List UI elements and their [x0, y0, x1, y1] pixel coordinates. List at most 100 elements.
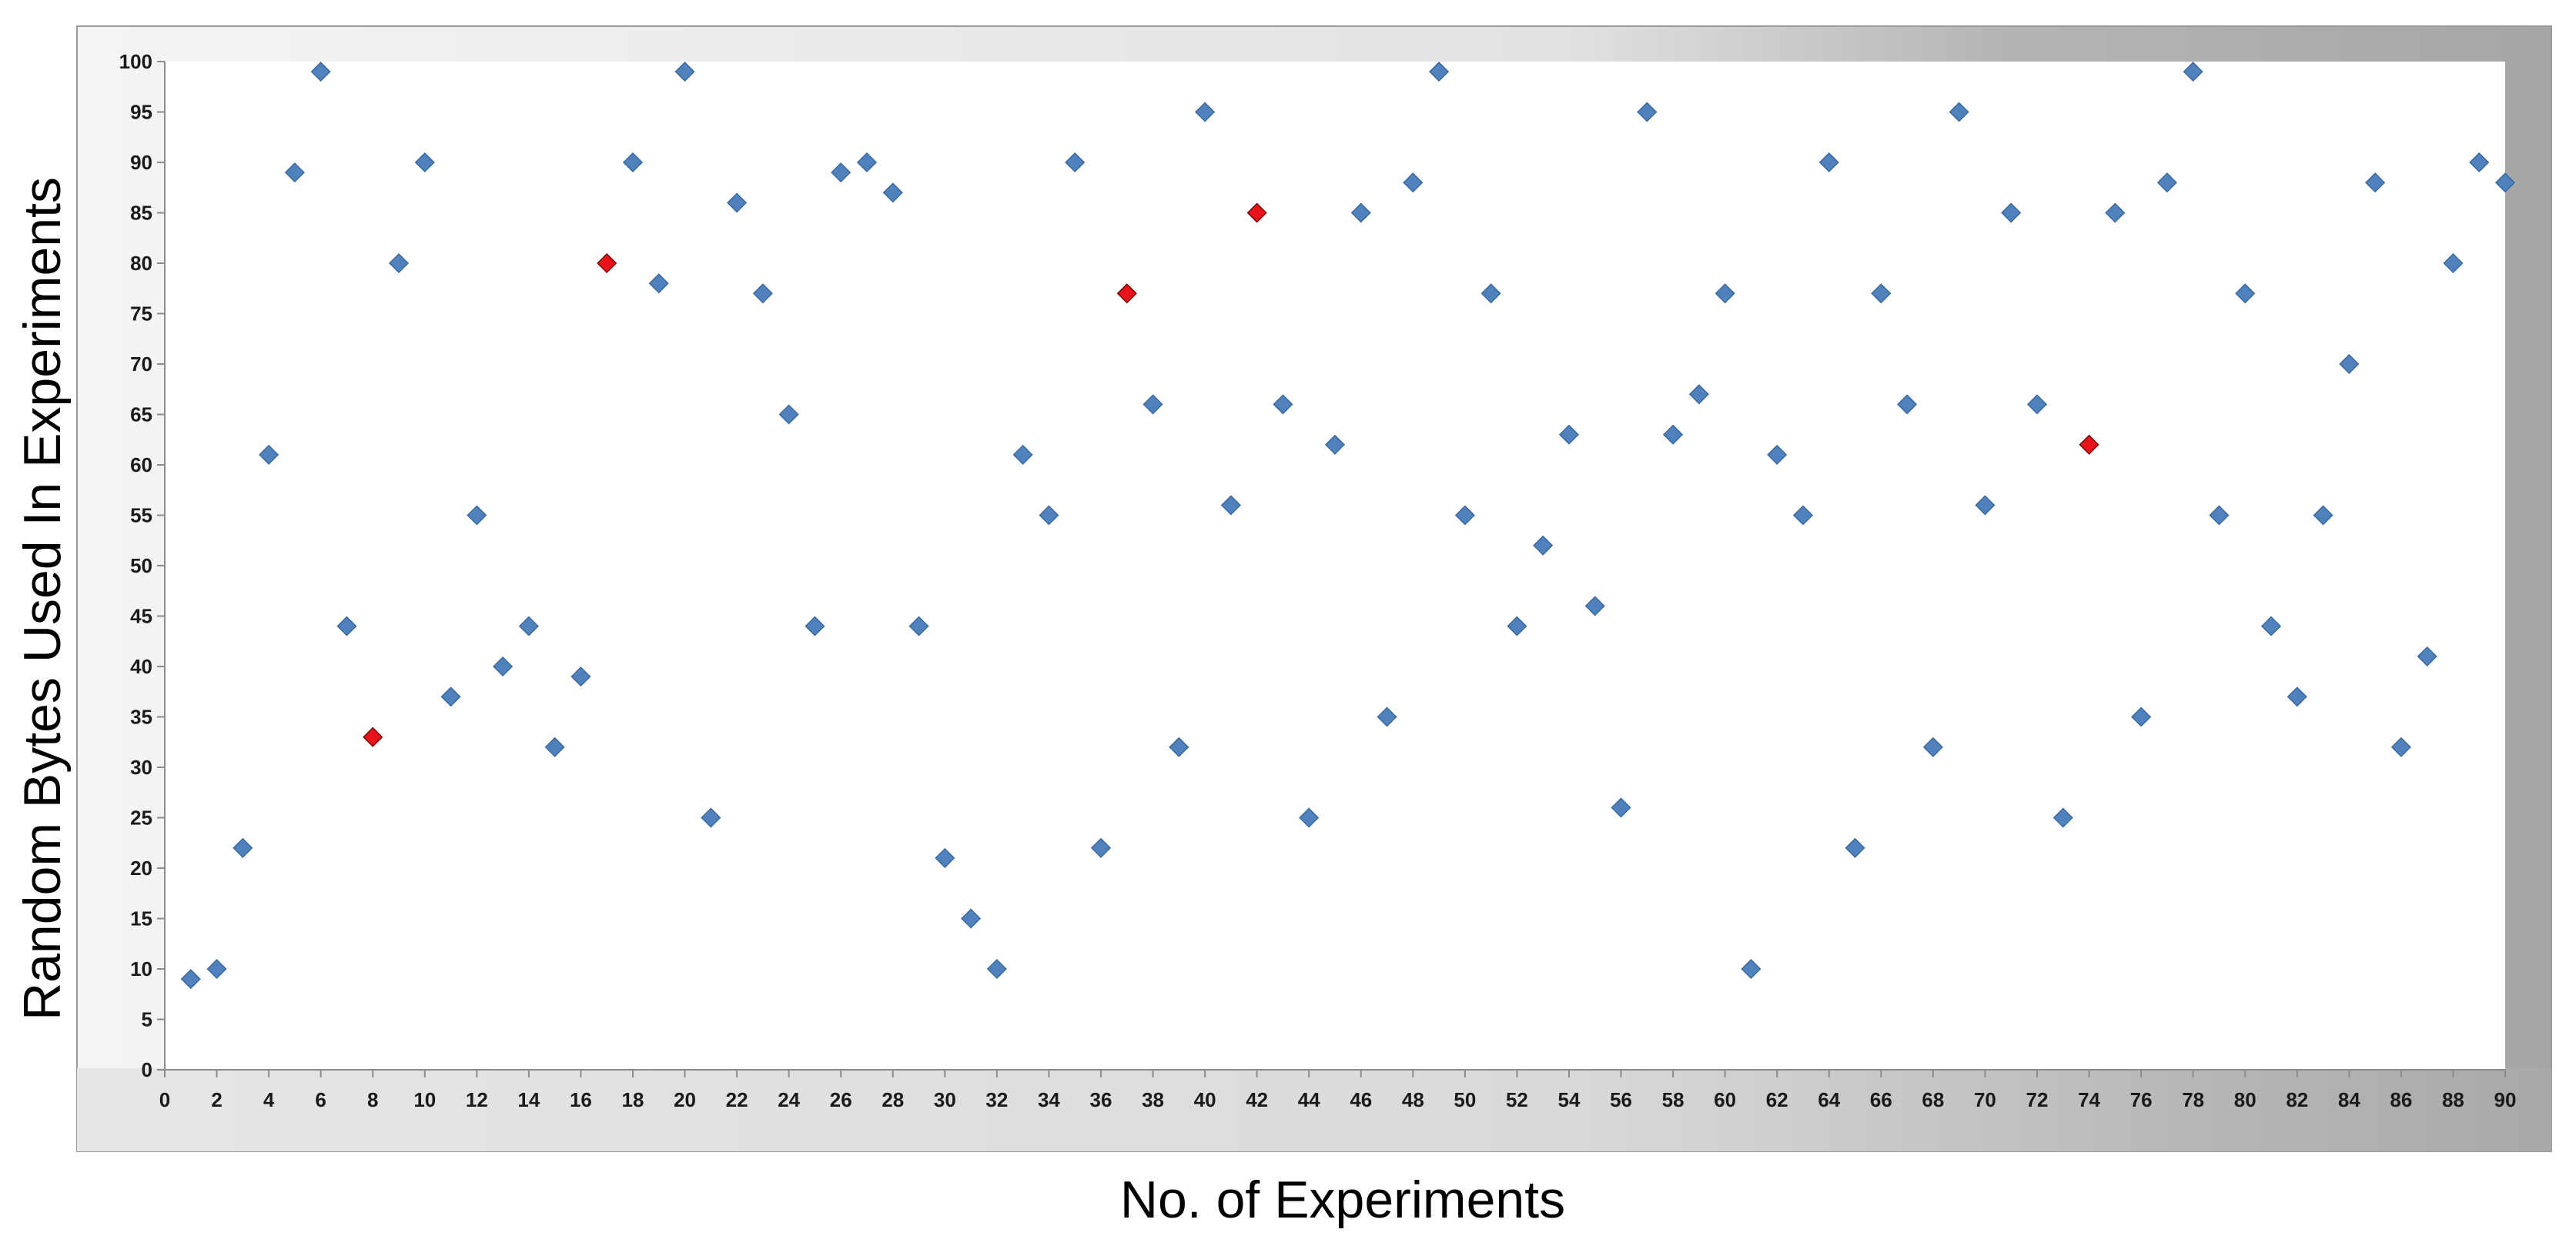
x-tick-label: 44 [1298, 1088, 1320, 1111]
data-point [1480, 283, 1501, 304]
x-tick-label: 48 [1402, 1088, 1424, 1111]
x-tick-label: 0 [159, 1088, 170, 1111]
x-tick-label: 88 [2442, 1088, 2464, 1111]
y-tick-label: 20 [130, 857, 152, 880]
data-point [2209, 505, 2230, 526]
x-tick-label: 56 [1610, 1088, 1632, 1111]
data-point [1012, 444, 1033, 465]
data-point [544, 737, 565, 757]
x-tick-label: 76 [2130, 1088, 2153, 1111]
y-tick-label: 90 [130, 151, 152, 174]
data-point [1637, 102, 1658, 122]
x-tick-label: 70 [1974, 1088, 1996, 1111]
y-tick-label: 25 [130, 807, 152, 830]
data-point [2339, 353, 2360, 375]
x-tick-label: 36 [1090, 1088, 1112, 1111]
x-tick-label: 66 [1870, 1088, 1892, 1111]
data-point [961, 908, 982, 929]
data-point [1741, 958, 1761, 980]
y-tick-label: 80 [130, 252, 152, 275]
highlighted-data-point [1246, 202, 1267, 223]
x-tick-label: 60 [1714, 1088, 1736, 1111]
x-tick-label: 68 [1922, 1088, 1944, 1111]
data-point [2287, 686, 2307, 707]
data-point [1818, 152, 1839, 173]
x-tick-label: 50 [1454, 1088, 1476, 1111]
x-tick-label: 78 [2182, 1088, 2204, 1111]
y-tick-label: 35 [130, 706, 152, 729]
highlighted-data-point [597, 252, 617, 274]
x-tick-label: 18 [622, 1088, 644, 1111]
x-axis-title: No. of Experiments [1120, 1171, 1565, 1229]
y-tick-label: 70 [130, 352, 152, 376]
data-point [1273, 394, 1293, 415]
data-point [467, 505, 487, 526]
data-point [805, 616, 825, 636]
x-tick-label: 26 [830, 1088, 852, 1111]
data-point [1949, 102, 1969, 122]
data-point [414, 152, 435, 173]
y-tick-label: 100 [119, 50, 152, 73]
x-tick-label: 6 [315, 1088, 326, 1111]
data-point [2156, 172, 2177, 193]
data-point [440, 686, 461, 707]
data-point [908, 616, 929, 636]
data-point [2105, 202, 2126, 223]
x-axis-band [77, 1068, 2551, 1151]
data-point [778, 404, 799, 425]
data-point [2469, 152, 2490, 173]
data-point [233, 837, 253, 858]
data-point [2052, 807, 2073, 828]
data-point [1403, 172, 1423, 193]
data-point [935, 847, 955, 868]
data-point [2494, 172, 2516, 193]
data-point [1792, 505, 1814, 526]
x-tick-label: 62 [1766, 1088, 1788, 1111]
data-point [1454, 505, 1475, 526]
x-tick-label: 20 [674, 1088, 696, 1111]
data-point [1065, 152, 1086, 173]
data-point [2001, 202, 2022, 223]
y-tick-label: 15 [130, 907, 152, 930]
data-point [674, 62, 695, 82]
y-tick-label: 45 [130, 605, 152, 628]
x-tick-label: 84 [2338, 1088, 2360, 1111]
x-tick-label: 40 [1194, 1088, 1216, 1111]
data-point [1767, 444, 1788, 465]
data-point [284, 162, 305, 183]
data-point [1871, 283, 1892, 304]
data-point [2131, 707, 2152, 727]
data-point [493, 656, 514, 677]
y-tick-label: 75 [130, 302, 152, 326]
x-tick-label: 24 [778, 1088, 800, 1111]
data-point [831, 162, 851, 183]
x-tick-label: 86 [2390, 1088, 2412, 1111]
x-tick-label: 74 [2078, 1088, 2100, 1111]
x-tick-label: 42 [1246, 1088, 1268, 1111]
data-point [1142, 394, 1163, 415]
data-point [2183, 62, 2203, 82]
data-point [882, 182, 903, 203]
data-point [1688, 384, 1709, 405]
x-axis-ticks: 0 2 4 6 8 10 12 14 16 18 20 22 24 26 28 30 32 34 36 38 40 42 4… [159, 1070, 2516, 1111]
y-tick-label: 10 [130, 957, 152, 980]
x-tick-label: 14 [517, 1088, 540, 1111]
data-point [1507, 616, 1527, 636]
data-point [1039, 505, 1059, 526]
data-point [1299, 807, 1320, 828]
data-point [1611, 797, 1631, 818]
y-tick-label: 85 [130, 202, 152, 225]
y-tick-label: 40 [130, 655, 152, 678]
y-tick-label: 5 [142, 1008, 152, 1031]
x-tick-label: 34 [1038, 1088, 1060, 1111]
data-point [986, 958, 1007, 980]
x-tick-label: 32 [985, 1088, 1008, 1111]
x-tick-label: 72 [2026, 1088, 2049, 1111]
x-tick-label: 22 [726, 1088, 748, 1111]
data-point [570, 666, 591, 687]
y-tick-label: 60 [130, 453, 152, 476]
x-tick-label: 8 [367, 1088, 378, 1111]
data-point [2026, 394, 2048, 415]
data-point [518, 616, 539, 636]
